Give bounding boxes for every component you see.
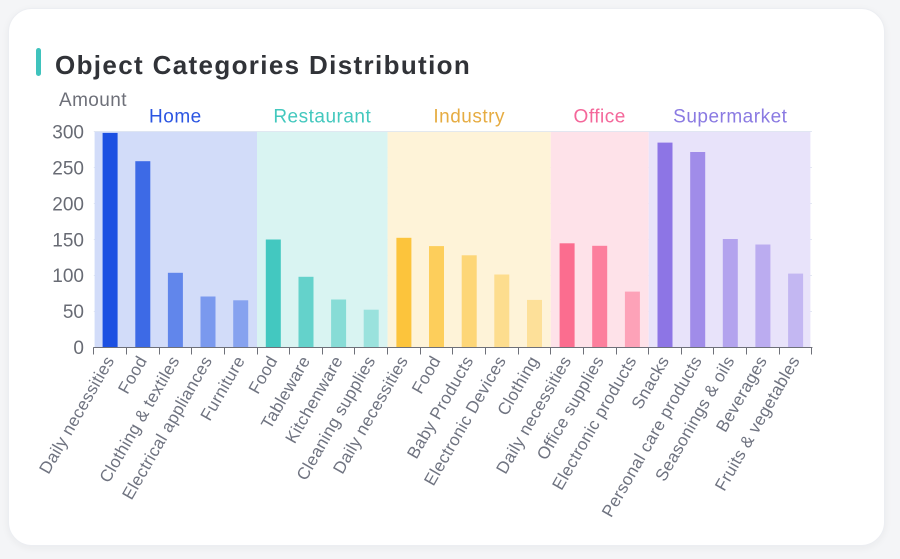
svg-text:200: 200 [52, 194, 84, 215]
svg-text:Home: Home [149, 107, 202, 128]
svg-text:Industry: Industry [433, 107, 505, 128]
svg-text:100: 100 [52, 266, 84, 287]
svg-text:150: 150 [52, 230, 84, 251]
svg-text:50: 50 [63, 302, 84, 323]
svg-text:250: 250 [52, 158, 84, 179]
svg-text:Restaurant: Restaurant [273, 107, 371, 128]
svg-text:300: 300 [52, 123, 84, 144]
svg-text:Supermarket: Supermarket [673, 107, 787, 128]
svg-text:0: 0 [73, 338, 84, 359]
svg-text:Office: Office [574, 107, 626, 128]
